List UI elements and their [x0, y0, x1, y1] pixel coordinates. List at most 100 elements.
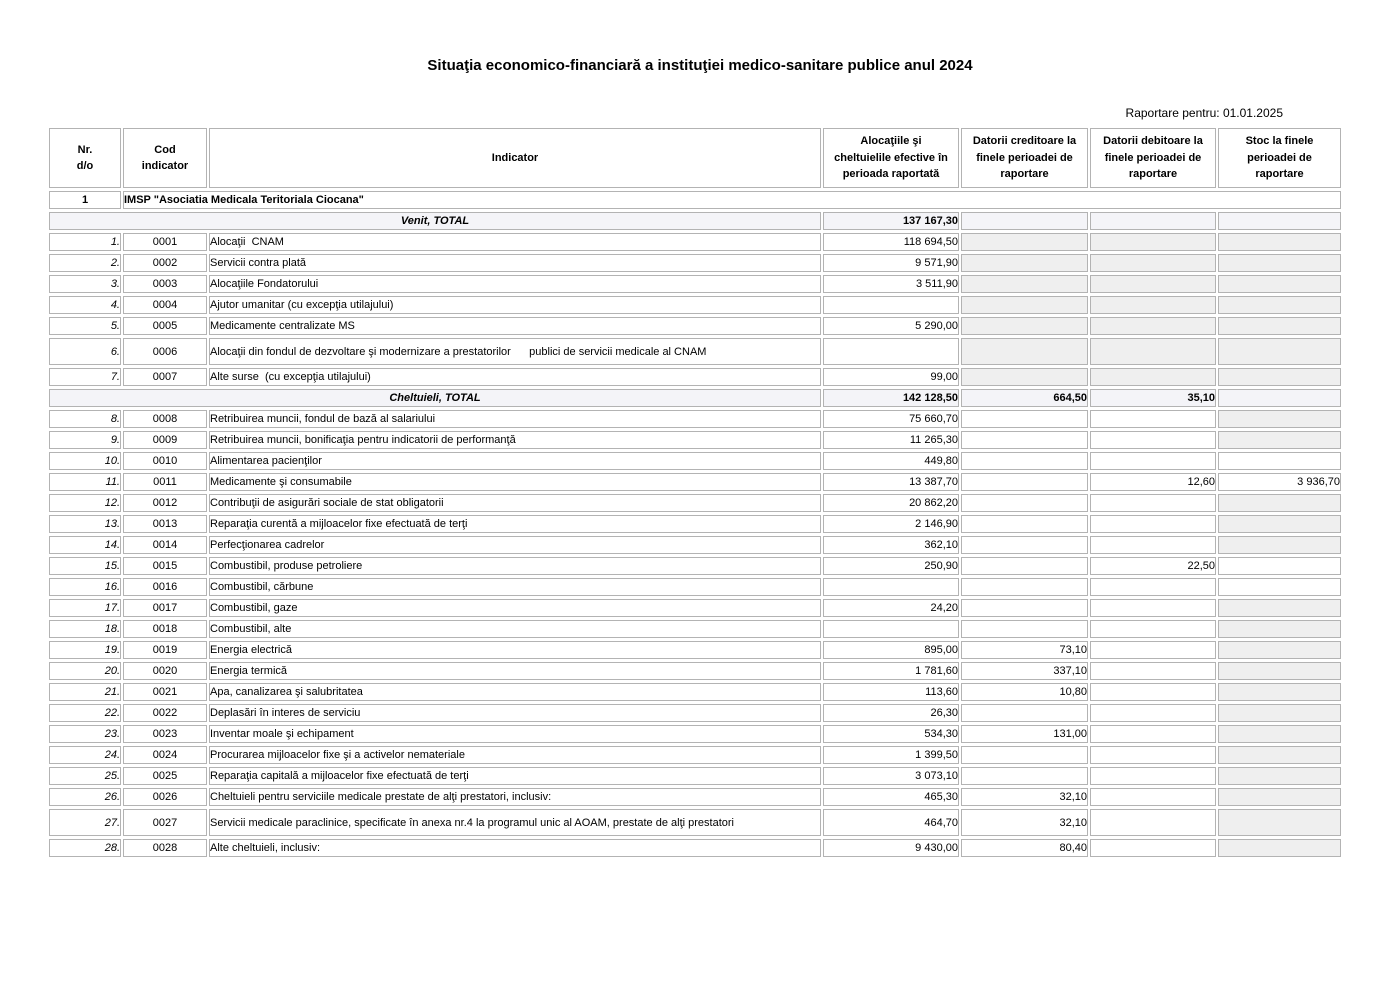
indicator-code: 0011: [123, 473, 207, 491]
value-stoc: 3 936,70: [1218, 473, 1341, 491]
item-row: 16. 0016 Combustibil, cărbune: [49, 578, 1341, 596]
indicator-code: 0021: [123, 683, 207, 701]
value-alloc: 2 146,90: [823, 515, 959, 533]
indicator-code: 0006: [123, 338, 207, 365]
indicator-name: Cheltuieli pentru serviciile medicale pr…: [209, 788, 821, 806]
value-stoc: [1218, 578, 1341, 596]
indicator-code: 0012: [123, 494, 207, 512]
value-deb: [1090, 599, 1216, 617]
indicator-code: 0007: [123, 368, 207, 386]
value-stoc: [1218, 431, 1341, 449]
row-number: 11.: [49, 473, 121, 491]
row-number: 10.: [49, 452, 121, 470]
indicator-code: 0017: [123, 599, 207, 617]
item-row: 21. 0021 Apa, canalizarea şi salubritatea 1…: [49, 683, 1341, 701]
value-deb: [1090, 767, 1216, 785]
indicator-name: Medicamente şi consumabile: [209, 473, 821, 491]
row-number: 18.: [49, 620, 121, 638]
row-number: 13.: [49, 515, 121, 533]
value-alloc: 1 781,60: [823, 662, 959, 680]
col-header-alloc: Alocaţiile şi cheltuielile efective în p…: [823, 128, 959, 188]
report-date-line: Raportare pentru: 01.01.2025: [49, 106, 1283, 120]
value-cred: [961, 473, 1088, 491]
col-header-code: Cod indicator: [123, 128, 207, 188]
value-deb: [1090, 809, 1216, 836]
col-header-stoc: Stoc la finele perioadei de raportare: [1218, 128, 1341, 188]
indicator-code: 0022: [123, 704, 207, 722]
value-alloc: 5 290,00: [823, 317, 959, 335]
value-stoc: [1218, 338, 1341, 365]
financial-table: Nr. d/o Cod indicator Indicator Alocaţii…: [47, 125, 1343, 860]
value-deb: [1090, 746, 1216, 764]
value-deb: [1090, 452, 1216, 470]
value-cred: 10,80: [961, 683, 1088, 701]
row-number: 22.: [49, 704, 121, 722]
indicator-code: 0008: [123, 410, 207, 428]
value-stoc: [1218, 839, 1341, 857]
row-number: 3.: [49, 275, 121, 293]
indicator-code: 0019: [123, 641, 207, 659]
value-deb: [1090, 338, 1216, 365]
indicator-name: Alte cheltuieli, inclusiv:: [209, 839, 821, 857]
row-number: 8.: [49, 410, 121, 428]
row-number: 4.: [49, 296, 121, 314]
indicator-code: 0028: [123, 839, 207, 857]
col-header-nr: Nr. d/o: [49, 128, 121, 188]
value-cred: [961, 515, 1088, 533]
indicator-name: Combustibil, gaze: [209, 599, 821, 617]
indicator-code: 0025: [123, 767, 207, 785]
indicator-name: Apa, canalizarea şi salubritatea: [209, 683, 821, 701]
col-header-deb: Datorii debitoare la finele perioadei de…: [1090, 128, 1216, 188]
value-deb: [1090, 662, 1216, 680]
item-row: 1. 0001 Alocaţii CNAM 118 694,50: [49, 233, 1341, 251]
indicator-name: Combustibil, produse petroliere: [209, 557, 821, 575]
value-cred: 337,10: [961, 662, 1088, 680]
row-number: 9.: [49, 431, 121, 449]
row-number: 1.: [49, 233, 121, 251]
value-deb: [1090, 410, 1216, 428]
value-stoc: [1218, 254, 1341, 272]
value-cred: [961, 578, 1088, 596]
page-title: Situaţia economico-financiară a instituţ…: [427, 57, 973, 74]
value-cred: [961, 704, 1088, 722]
value-deb: 22,50: [1090, 557, 1216, 575]
item-row: 4. 0004 Ajutor umanitar (cu excepţia utila…: [49, 296, 1341, 314]
value-cred: [961, 452, 1088, 470]
value-cred: [961, 599, 1088, 617]
item-row: 9. 0009 Retribuirea muncii, bonificaţia pe…: [49, 431, 1341, 449]
value-cred: [961, 746, 1088, 764]
value-alloc: 9 571,90: [823, 254, 959, 272]
value-stoc: [1218, 494, 1341, 512]
item-row: 27. 0027 Servicii medicale paraclinice, sp…: [49, 809, 1341, 836]
value-alloc: 99,00: [823, 368, 959, 386]
value-stoc: [1218, 452, 1341, 470]
value-stoc: [1218, 275, 1341, 293]
total-value-cred: [961, 212, 1088, 230]
indicator-name: Perfecţionarea cadrelor: [209, 536, 821, 554]
row-number: 25.: [49, 767, 121, 785]
indicator-name: Medicamente centralizate MS: [209, 317, 821, 335]
value-cred: [961, 338, 1088, 365]
value-stoc: [1218, 683, 1341, 701]
report-date-label: Raportare pentru:: [1125, 106, 1220, 120]
row-number: 19.: [49, 641, 121, 659]
value-cred: [961, 494, 1088, 512]
value-stoc: [1218, 704, 1341, 722]
item-row: 2. 0002 Servicii contra plată 9 571,90: [49, 254, 1341, 272]
indicator-name: Ajutor umanitar (cu excepţia utilajului): [209, 296, 821, 314]
value-deb: [1090, 296, 1216, 314]
row-number: 27.: [49, 809, 121, 836]
value-deb: [1090, 536, 1216, 554]
total-label: Venit, TOTAL: [49, 212, 821, 230]
item-row: 3. 0003 Alocaţiile Fondatorului 3 511,90: [49, 275, 1341, 293]
indicator-name: Contribuţii de asigurări sociale de stat…: [209, 494, 821, 512]
item-row: 5. 0005 Medicamente centralizate MS 5 290,0…: [49, 317, 1341, 335]
total-value-stoc: [1218, 389, 1341, 407]
value-stoc: [1218, 233, 1341, 251]
item-row: 28. 0028 Alte cheltuieli, inclusiv: 9 430,0…: [49, 839, 1341, 857]
indicator-code: 0010: [123, 452, 207, 470]
value-alloc: 9 430,00: [823, 839, 959, 857]
total-value-stoc: [1218, 212, 1341, 230]
item-row: 17. 0017 Combustibil, gaze 24,20: [49, 599, 1341, 617]
value-stoc: [1218, 536, 1341, 554]
